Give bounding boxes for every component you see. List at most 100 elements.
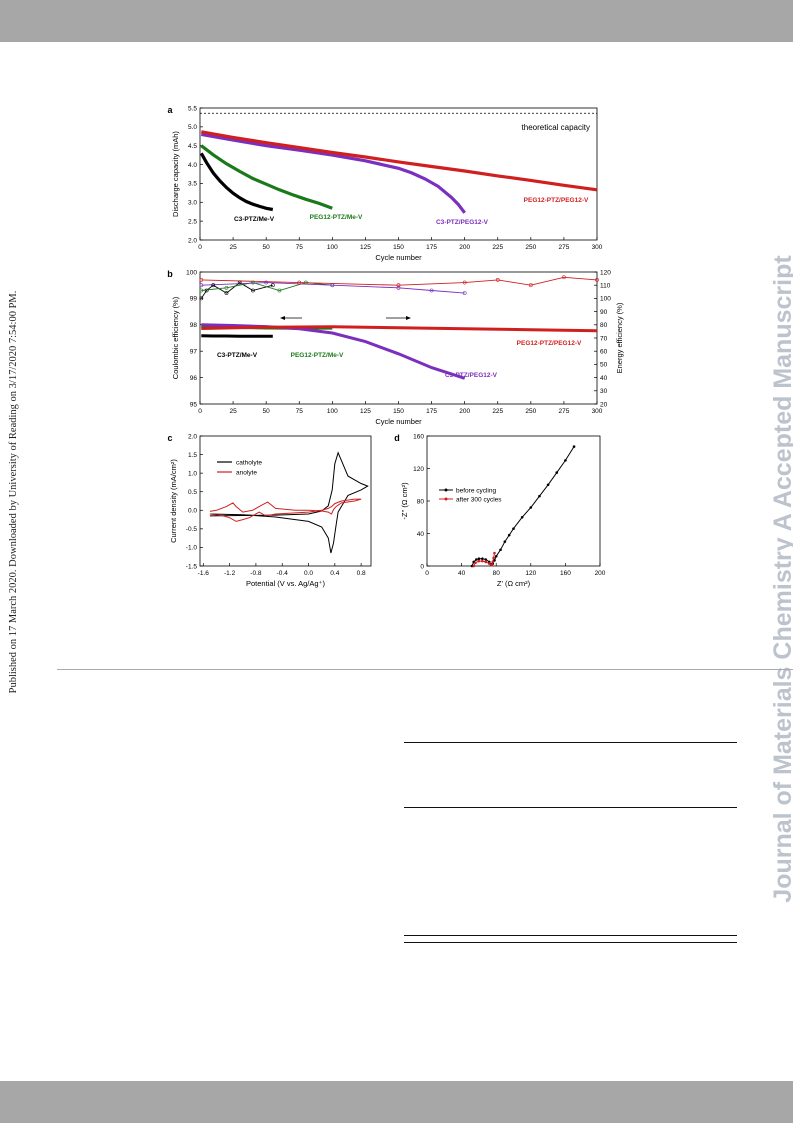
- panel-d-data-point: [490, 563, 494, 567]
- panel-c-y-tick-label: -1.0: [186, 545, 198, 552]
- panel-a-x-tick-label: 25: [229, 244, 237, 251]
- panel-c-x-tick-label: -0.4: [277, 570, 289, 577]
- panel-b-x-tick-label: 225: [492, 408, 503, 415]
- panel-b-y-tick-label: 98: [190, 322, 198, 329]
- panel-b-coulombic-series: [201, 282, 465, 294]
- table-rule-middle: [404, 807, 737, 808]
- panel-d-data-point: [477, 557, 481, 560]
- top-header-band: [0, 0, 793, 42]
- panel-b-x-tick-label: 75: [296, 408, 304, 415]
- panel-b-x-tick-label: 125: [360, 408, 371, 415]
- panel-d-data-point: [503, 540, 507, 543]
- panel-a-y-tick-label: 4.0: [188, 162, 197, 169]
- panel-a-y-tick-label: 3.5: [188, 181, 197, 188]
- panel-d-data-point: [492, 556, 495, 560]
- panel-a-y-tick-label: 2.5: [188, 218, 197, 225]
- panel-b-right-tick-label: 100: [600, 296, 611, 303]
- panel-b-right-axis-label: Energy efficiency (%): [615, 302, 624, 373]
- panel-a-y-tick-label: 2.0: [188, 237, 197, 244]
- panel-c-x-tick-label: 0.0: [304, 570, 313, 577]
- panel-b-coulombic-point: [462, 291, 467, 296]
- panel-d-data-point: [520, 515, 524, 519]
- panel-c-x-axis-label: Potential (V vs. Ag/Ag⁺): [246, 579, 325, 588]
- panel-a-x-tick-label: 275: [558, 244, 569, 251]
- panel-d-data-point: [546, 483, 550, 487]
- panel-c-x-tick-label: -1.6: [198, 570, 210, 577]
- panel-b-coulombic-point: [199, 283, 204, 288]
- panel-b-right-tick-label: 20: [600, 401, 608, 408]
- panel-b-right-tick-label: 70: [600, 335, 608, 342]
- panel-b-right-tick-label: 50: [600, 362, 608, 369]
- panel-c-y-tick-label: 1.0: [188, 470, 197, 477]
- panel-a-x-tick-label: 50: [263, 244, 271, 251]
- panel-a-series-label: PEG12-PTZ/PEG12-V: [524, 197, 589, 204]
- panel-b-y-tick-label: 97: [190, 349, 198, 356]
- panel-d-data-point: [538, 494, 541, 498]
- panel-b-coulombic-point: [396, 285, 401, 290]
- panel-d-data-point: [484, 558, 488, 561]
- panel-b-energy-series: [201, 323, 466, 380]
- panel-b-coulombic-point: [224, 291, 229, 296]
- panel-d-x-tick-label: 40: [458, 570, 466, 577]
- panel-d-data-point: [481, 557, 484, 560]
- panel-c-x-tick-label: 0.4: [330, 570, 339, 577]
- panel-d-data-point: [475, 558, 478, 561]
- panel-b-coulombic-point: [562, 275, 566, 280]
- panel-b-coulombic-point: [199, 296, 204, 301]
- panel-d-data-point: [491, 560, 495, 564]
- panel-c-legend-label: anolyte: [236, 469, 257, 476]
- panel-b-series-label: C3-PTZ/Me-V: [217, 352, 258, 359]
- panel-d-x-tick-label: 160: [560, 570, 571, 577]
- panel-d-data-point: [481, 559, 484, 563]
- panel-a-x-tick-label: 150: [393, 244, 404, 251]
- panel-b-series-label: C3-PTZ/PEG12-V: [445, 372, 498, 379]
- panel-a-x-tick-label: 300: [592, 244, 603, 251]
- panel-b-coulombic-point: [224, 285, 229, 290]
- panel-b-x-tick-label: 150: [393, 408, 404, 415]
- panel-b-coulombic-point: [204, 288, 209, 293]
- panel-b-right-tick-label: 90: [600, 309, 608, 316]
- panel-b-energy-series: [201, 334, 273, 338]
- panel-b-right-tick-label: 80: [600, 322, 608, 329]
- panel-b-coulombic-series: [201, 276, 598, 286]
- panel-c-y-tick-label: 0.0: [188, 508, 197, 515]
- panel-b-x-tick-label: 0: [198, 408, 202, 415]
- table-rule-bottom-1: [404, 935, 737, 936]
- panel-b-energy-series: [201, 325, 598, 333]
- panel-a-x-tick-label: 0: [198, 244, 202, 251]
- panel-c-x-tick-label: 0.8: [357, 570, 366, 577]
- panel-b-x-tick-label: 175: [426, 408, 437, 415]
- panel-a-series-line: [201, 130, 598, 192]
- panel-b-coulombic-point: [237, 280, 242, 285]
- panel-c-frame: [199, 435, 372, 567]
- panel-b-right-tick-label: 60: [600, 349, 608, 356]
- bottom-footer-band: [0, 1081, 793, 1123]
- panel-c-cv-curve: [209, 498, 362, 522]
- panel-c-y-tick-label: -0.5: [186, 526, 198, 533]
- theoretical-capacity-label: theoretical capacity: [522, 123, 590, 132]
- panel-b-coulombic-point: [396, 283, 401, 288]
- panel-d-data-point: [474, 561, 477, 565]
- panel-d-data-point: [494, 554, 498, 558]
- panel-d-x-tick-label: 80: [493, 570, 501, 577]
- panel-b-letter: b: [167, 269, 173, 279]
- table-rule-bottom-2: [404, 942, 737, 943]
- panel-b-coulombic-point: [264, 280, 269, 285]
- panel-b-y-axis-label: Coulombic efficiency (%): [171, 296, 180, 379]
- panel-b-right-tick-label: 120: [600, 269, 611, 276]
- panel-a-series-line: [199, 152, 274, 212]
- panel-a-x-tick-label: 75: [296, 244, 304, 251]
- panel-b-x-tick-label: 250: [525, 408, 536, 415]
- panel-a-y-tick-label: 5.5: [188, 105, 197, 112]
- panel-d-legend-label: before cycling: [456, 487, 496, 494]
- panel-b-frame: [199, 271, 598, 405]
- panel-d-y-tick-label: 80: [417, 498, 425, 505]
- panel-d-y-tick-label: 0: [420, 563, 424, 570]
- panel-a-series-line: [201, 132, 466, 214]
- panel-b-x-tick-label: 25: [229, 408, 237, 415]
- panel-a-y-tick-label: 3.0: [188, 200, 197, 207]
- panel-c-letter: c: [167, 433, 172, 443]
- panel-a-x-tick-label: 125: [360, 244, 371, 251]
- panel-d-data-point: [499, 548, 502, 552]
- panel-b-coulombic-point: [330, 283, 335, 288]
